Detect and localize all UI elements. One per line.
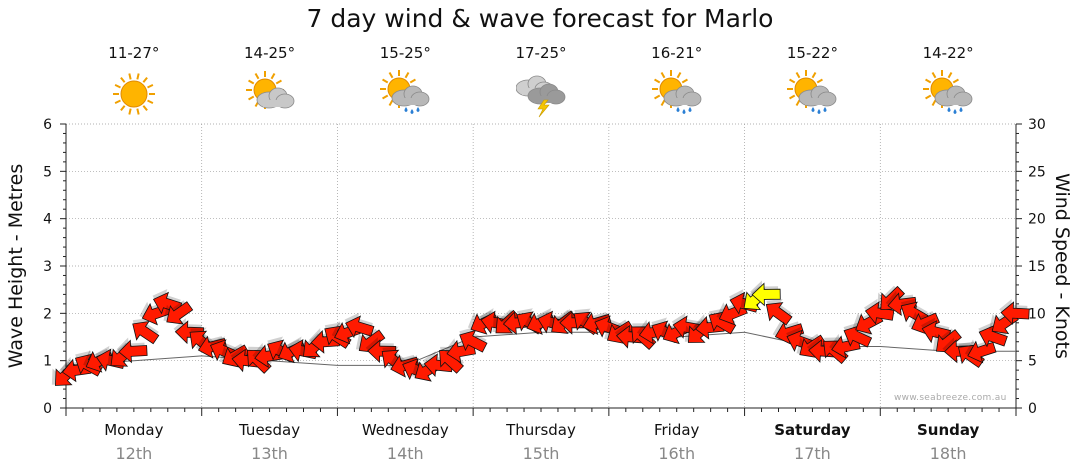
wind-arrow bbox=[459, 326, 488, 353]
wind-arrow bbox=[900, 298, 929, 325]
sunny-icon bbox=[112, 73, 155, 115]
date-label: 16th bbox=[658, 444, 696, 463]
thunderstorm-icon bbox=[516, 75, 566, 118]
date-label: 13th bbox=[251, 444, 288, 463]
chart-title: 7 day wind & wave forecast for Marlo bbox=[306, 4, 774, 33]
wind-arrow bbox=[999, 299, 1030, 326]
y-tick-label-left: 0 bbox=[43, 401, 52, 417]
date-label: 14th bbox=[386, 444, 424, 463]
sun-showers-icon bbox=[923, 70, 973, 114]
wind-arrow bbox=[765, 299, 793, 326]
y-tick-label-left: 2 bbox=[43, 306, 52, 322]
y-tick-label-right: 30 bbox=[1028, 117, 1046, 133]
partly-cloudy-icon bbox=[245, 71, 294, 109]
y-tick-label-right: 15 bbox=[1028, 259, 1046, 275]
day-label: Thursday bbox=[506, 421, 576, 439]
wind-arrow bbox=[908, 311, 940, 335]
temperature-range: 15-22° bbox=[786, 44, 838, 62]
wind-arrow bbox=[978, 322, 1008, 348]
wind-arrow bbox=[439, 346, 465, 374]
y-axis-label-right: Wind Speed - Knots bbox=[1051, 173, 1073, 359]
y-tick-label-left: 5 bbox=[43, 164, 52, 180]
y-tick-label-right: 10 bbox=[1028, 306, 1046, 322]
wind-arrow bbox=[843, 322, 873, 348]
y-tick-label-right: 5 bbox=[1028, 354, 1037, 370]
date-label: 12th bbox=[115, 444, 153, 463]
wind-arrow bbox=[885, 290, 917, 317]
y-tick-label-left: 4 bbox=[43, 212, 52, 228]
temperature-range: 17-25° bbox=[515, 44, 567, 62]
date-label: 17th bbox=[794, 444, 831, 463]
wind-arrow bbox=[921, 317, 952, 344]
day-label: Saturday bbox=[774, 421, 851, 439]
temperature-range: 16-21° bbox=[651, 44, 703, 62]
wind-arrow bbox=[163, 300, 194, 325]
wind-arrow bbox=[132, 317, 160, 345]
day-label: Monday bbox=[104, 421, 164, 439]
chart-axes bbox=[60, 123, 1022, 416]
sun-showers-icon bbox=[787, 70, 837, 114]
watermark: www.seabreeze.com.au bbox=[894, 393, 1007, 403]
wind-arrow bbox=[863, 298, 895, 325]
y-axis-label-left: Wave Height - Metres bbox=[5, 163, 27, 369]
temperature-range: 14-25° bbox=[244, 44, 296, 62]
date-label: 15th bbox=[522, 444, 560, 463]
wind-arrow bbox=[772, 320, 805, 345]
wind-arrow bbox=[152, 289, 183, 315]
day-label: Tuesday bbox=[239, 421, 301, 439]
sun-showers-icon bbox=[380, 70, 430, 114]
temperature-range: 15-25° bbox=[379, 44, 431, 62]
day-label: Sunday bbox=[916, 421, 980, 439]
date-label: 18th bbox=[929, 444, 967, 463]
day-label: Friday bbox=[653, 421, 700, 439]
y-tick-label-right: 25 bbox=[1028, 164, 1046, 180]
wind-arrow bbox=[750, 280, 781, 307]
temperature-range: 14-22° bbox=[922, 44, 974, 62]
wind-arrow bbox=[116, 337, 148, 364]
y-tick-label-right: 0 bbox=[1028, 401, 1037, 417]
wind-arrow bbox=[344, 312, 375, 339]
y-tick-label-left: 3 bbox=[43, 259, 52, 275]
wind-arrow bbox=[173, 318, 204, 345]
chart-grid bbox=[66, 123, 1016, 408]
temperature-range: 11-27° bbox=[108, 44, 160, 62]
y-tick-label-left: 6 bbox=[43, 117, 52, 133]
y-tick-label-right: 20 bbox=[1028, 212, 1046, 228]
day-label: Wednesday bbox=[361, 421, 449, 439]
y-tick-label-left: 1 bbox=[43, 354, 52, 370]
sun-showers-icon bbox=[651, 70, 702, 114]
